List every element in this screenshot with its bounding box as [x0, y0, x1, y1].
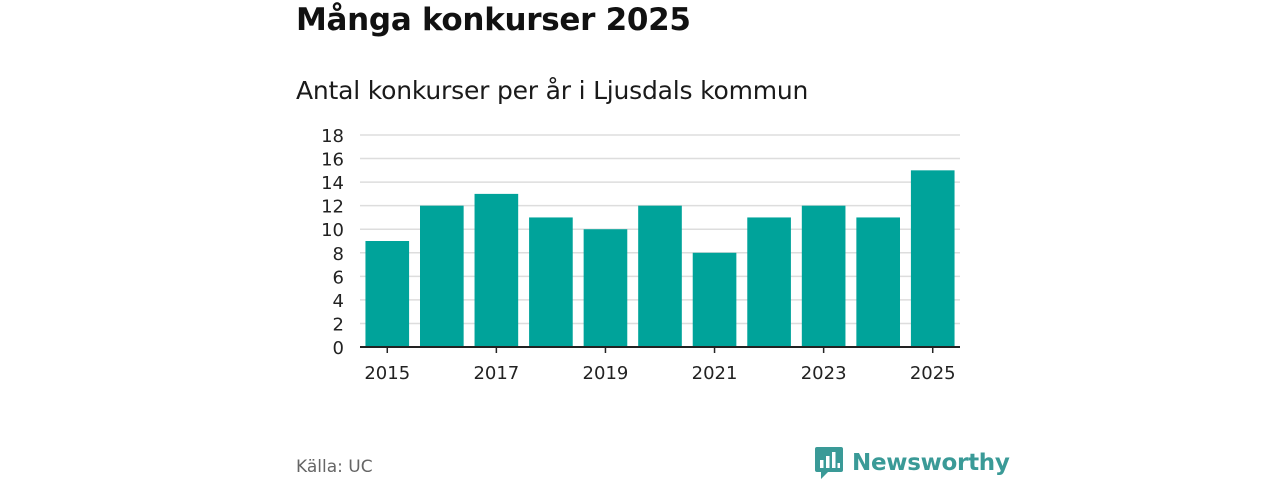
bar-2020 — [638, 205, 682, 347]
bar-2017 — [474, 193, 519, 347]
bar-2023 — [801, 205, 846, 347]
x-tick-label: 2017 — [473, 363, 519, 384]
bar-2025 — [910, 170, 955, 347]
x-tick-label: 2025 — [910, 363, 956, 384]
bar-2016 — [420, 205, 464, 347]
chart-title: Många konkurser 2025 — [296, 2, 691, 38]
y-tick-label: 10 — [321, 220, 344, 241]
x-tick-labels: 2015 2017 2019 2021 2023 2025 — [364, 347, 956, 384]
y-tick-label: 8 — [333, 244, 344, 265]
newsworthy-brand: Newsworthy — [814, 446, 1010, 480]
bar-2018 — [529, 217, 573, 347]
bar-2015 — [365, 241, 410, 347]
x-tick-label: 2019 — [583, 363, 629, 384]
bars — [365, 170, 955, 347]
source-credit: Källa: UC — [296, 457, 373, 477]
y-tick-label: 16 — [321, 150, 344, 171]
x-tick-label: 2021 — [692, 363, 738, 384]
bar-2024 — [856, 217, 900, 347]
newsworthy-logo-icon — [815, 447, 843, 479]
y-tick-label: 18 — [321, 126, 344, 147]
x-tick-label: 2023 — [801, 363, 847, 384]
x-tick-label: 2015 — [364, 363, 410, 384]
bar-2021 — [692, 252, 737, 347]
chart-subtitle: Antal konkurser per år i Ljusdals kommun — [296, 76, 809, 105]
bar-2019 — [583, 229, 628, 347]
y-tick-label: 0 — [333, 338, 344, 359]
y-tick-label: 2 — [333, 314, 344, 335]
y-tick-label: 6 — [333, 267, 344, 288]
bar-2022 — [747, 217, 791, 347]
brand-name: Newsworthy — [852, 450, 1010, 476]
y-tick-label: 12 — [321, 197, 344, 218]
y-tick-label: 4 — [333, 291, 344, 312]
y-tick-label: 14 — [321, 173, 344, 194]
